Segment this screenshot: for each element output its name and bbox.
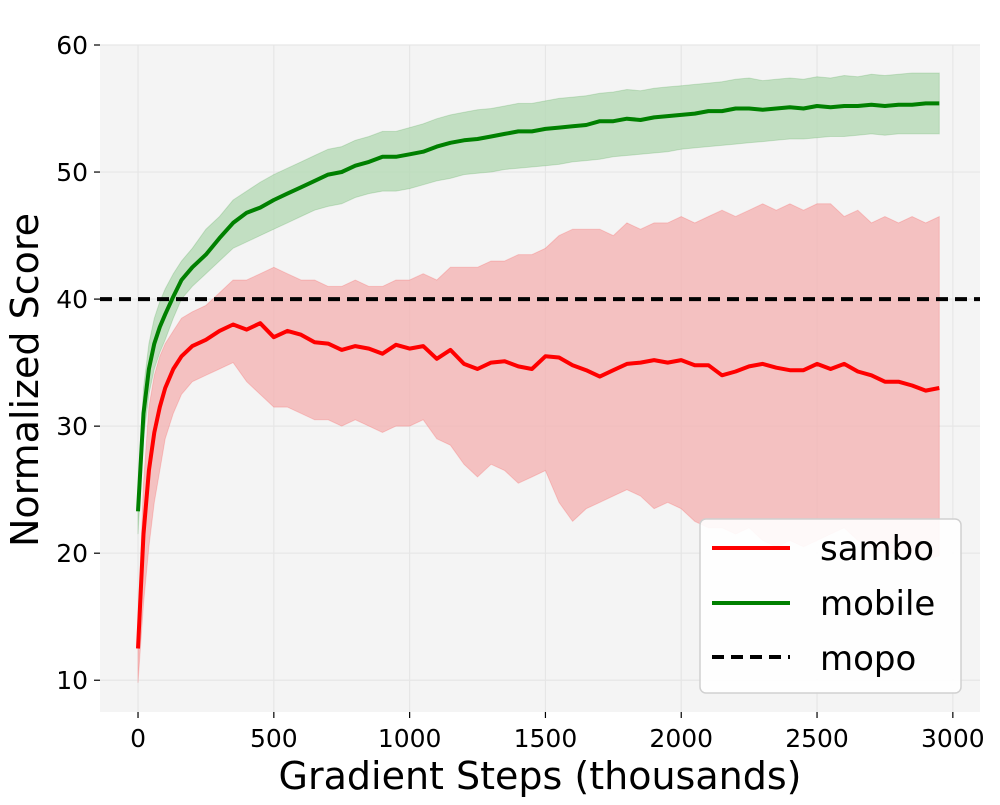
y-tick-label: 50 [56,158,88,187]
legend-label-mopo: mopo [820,639,916,679]
x-tick-label: 2000 [649,724,713,753]
legend-box [699,518,962,694]
x-tick-label: 3000 [921,724,985,753]
x-tick-label: 500 [250,724,298,753]
legend-label-mobile: mobile [820,584,935,624]
legend: sambo mobile mopo [699,518,962,694]
x-tick-label: 2500 [785,724,849,753]
y-axis-title: Normalized Score [3,213,47,547]
axes: 0 500 1000 1500 2000 2500 3000 10 20 30 40 50 60 Gr… [3,31,985,798]
series-line-sambo [136,321,940,649]
y-tick-label: 10 [56,666,88,695]
x-tick-label: 0 [130,724,146,753]
series-lines [100,101,980,649]
x-axis-ticks: 0 500 1000 1500 2000 2500 3000 [130,712,985,753]
x-axis-title: Gradient Steps (thousands) [279,754,802,798]
y-axis-ticks: 10 20 30 40 50 60 [56,31,100,695]
y-tick-label: 20 [56,539,88,568]
band-mobile [137,72,940,535]
y-tick-label: 60 [56,31,88,60]
y-tick-label: 40 [56,285,88,314]
series-line-mobile [136,101,940,512]
y-tick-label: 30 [56,412,88,441]
x-tick-label: 1000 [378,724,442,753]
legend-label-sambo: sambo [820,529,934,569]
x-tick-label: 1500 [514,724,578,753]
